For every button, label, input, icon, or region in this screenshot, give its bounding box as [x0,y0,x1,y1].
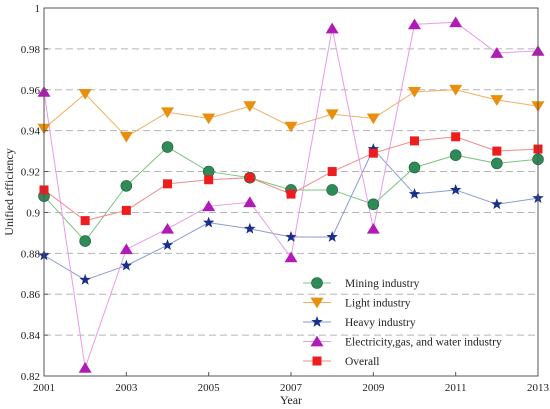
data-point-mining-industry [120,180,133,192]
y-axis-title: Unified efficiency [2,148,16,235]
legend-label-mining-industry: Mining industry [345,278,420,290]
x-tick-label: 2007 [280,382,303,394]
y-tick-label: 0.98 [21,44,41,56]
data-point-heavy-industry [326,230,338,242]
y-tick-label: 0.92 [21,167,40,179]
data-point-light-industry [243,101,257,112]
x-tick-label: 2001 [33,382,55,394]
y-tick-label: 0.82 [21,371,40,383]
data-point-light-industry [161,107,174,119]
data-point-light-industry [325,109,339,121]
y-tick-label: 0.96 [21,85,41,97]
legend-marker-electricity-gas-and-water-industry [310,335,324,347]
data-point-electricity-gas-and-water-industry [119,243,133,255]
data-point-electricity-gas-and-water-industry [78,361,92,373]
data-point-electricity-gas-and-water-industry [161,222,174,234]
data-point-overall [121,205,131,215]
data-point-overall [451,132,461,142]
data-point-mining-industry [449,149,462,161]
series-markers [37,16,545,373]
data-point-mining-industry [326,184,338,196]
data-point-light-industry [202,113,216,125]
data-point-electricity-gas-and-water-industry [408,18,421,30]
data-point-overall [492,146,502,156]
legend-marker-mining-industry [311,277,323,289]
data-point-mining-industry [367,198,380,211]
data-point-electricity-gas-and-water-industry [366,222,380,234]
axis-ticks: 0.82 0.84 0.86 0.88 0.9 0.92 0.94 0.96 0.98 1 2001… [21,3,550,394]
data-point-electricity-gas-and-water-industry [202,200,216,212]
legend-marker-light-industry [310,297,324,309]
data-point-electricity-gas-and-water-industry [243,196,257,208]
data-point-heavy-industry [408,188,421,199]
data-point-light-industry [78,88,92,100]
x-tick-label: 2005 [198,382,221,394]
data-point-light-industry [366,113,380,125]
y-tick-label: 0.84 [21,330,41,342]
data-point-heavy-industry [202,216,215,228]
data-point-heavy-industry [79,273,91,285]
data-point-light-industry [119,131,133,143]
y-tick-label: 1 [35,3,41,15]
x-tick-label: 2009 [362,382,385,394]
data-point-mining-industry [491,157,503,170]
x-tick-label: 2003 [115,382,138,394]
legend-marker-overall [312,356,322,366]
y-tick-label: 0.9 [26,207,40,219]
x-axis-title: Year [280,393,302,407]
data-point-electricity-gas-and-water-industry [449,16,463,28]
data-point-overall [245,173,255,183]
y-tick-label: 0.94 [21,126,41,138]
data-point-heavy-industry [449,183,462,195]
data-point-overall [204,175,214,185]
data-point-light-industry [284,121,298,133]
data-point-light-industry [408,86,421,98]
data-point-heavy-industry [367,143,380,154]
data-point-electricity-gas-and-water-industry [490,47,504,58]
data-point-overall [163,179,172,189]
data-point-heavy-industry [491,198,503,210]
data-point-mining-industry [161,141,174,153]
x-tick-label: 2013 [527,382,550,394]
data-point-light-industry [490,95,504,106]
data-point-overall [368,148,378,158]
legend-marker-heavy-industry [311,316,323,327]
legend-label-light-industry: Light industry [345,298,411,310]
legend-label-overall: Overall [345,356,379,368]
data-point-overall [327,167,337,177]
data-point-overall [410,136,419,146]
data-point-heavy-industry [120,259,133,271]
data-point-electricity-gas-and-water-industry [284,251,298,263]
x-tick-label: 2011 [445,382,467,394]
data-point-heavy-industry [161,239,174,251]
data-point-light-industry [449,84,463,96]
legend-label-electricity-gas-and-water-industry: Electricity,gas, and water industry [345,337,502,349]
data-point-mining-industry [408,161,421,174]
data-point-heavy-industry [244,222,256,234]
data-point-overall [80,216,90,226]
y-tick-label: 0.88 [21,248,41,260]
data-point-overall [286,189,296,199]
legend-label-heavy-industry: Heavy industry [345,317,416,329]
data-point-mining-industry [79,235,91,247]
y-tick-label: 0.86 [21,289,41,301]
data-point-electricity-gas-and-water-industry [325,22,339,34]
data-point-heavy-industry [285,230,297,242]
legend: Mining industry Light industry Heavy indus… [303,277,502,368]
